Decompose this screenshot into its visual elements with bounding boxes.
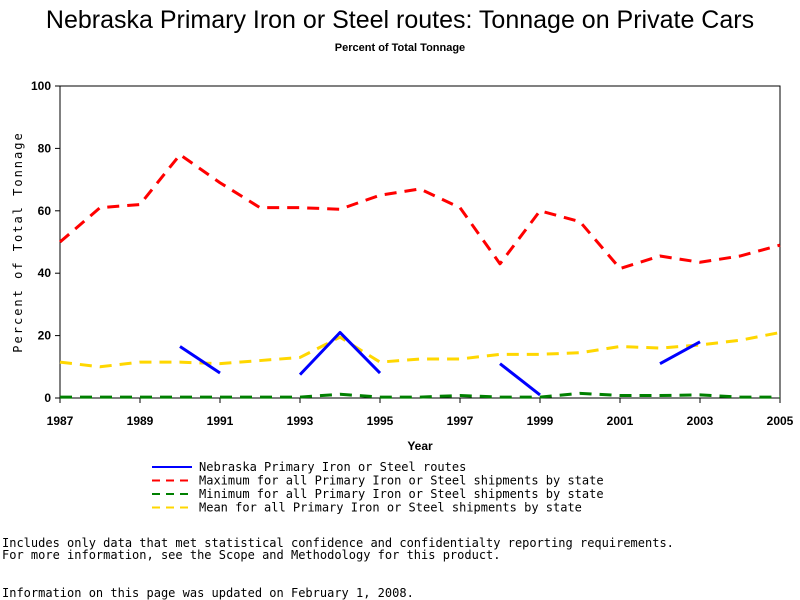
x-tick-label: 1997 xyxy=(447,414,474,428)
y-tick-label: 60 xyxy=(38,204,52,218)
x-tick-label: 1991 xyxy=(207,414,234,428)
x-tick-label: 1999 xyxy=(527,414,554,428)
x-tick-label: 1989 xyxy=(127,414,154,428)
legend-label: Minimum for all Primary Iron or Steel sh… xyxy=(199,487,604,501)
series-line xyxy=(59,331,781,369)
x-tick-label: 1987 xyxy=(47,414,74,428)
legend-label: Maximum for all Primary Iron or Steel sh… xyxy=(199,474,604,488)
series-line xyxy=(298,330,382,376)
x-tick-label: 1995 xyxy=(367,414,394,428)
x-tick-label: 2001 xyxy=(607,414,634,428)
x-axis-label: Year xyxy=(407,439,433,453)
series-2 xyxy=(59,153,781,271)
chart-subtitle: Percent of Total Tonnage xyxy=(334,42,466,54)
y-tick-label: 40 xyxy=(38,266,52,280)
x-tick-label: 1993 xyxy=(287,414,314,428)
series-line xyxy=(659,340,701,365)
series-line xyxy=(499,362,541,397)
series-line xyxy=(179,345,221,375)
legend-label: Nebraska Primary Iron or Steel routes xyxy=(199,460,466,474)
series-layer xyxy=(59,153,781,399)
y-tick-label: 20 xyxy=(38,329,52,343)
series-3 xyxy=(60,391,780,399)
x-tick-label: 2005 xyxy=(767,414,794,428)
note-methodology: For more information, see the Scope and … xyxy=(2,548,501,562)
series-4 xyxy=(59,331,781,369)
legend: Nebraska Primary Iron or Steel routesMax… xyxy=(152,460,604,515)
legend-label: Mean for all Primary Iron or Steel shipm… xyxy=(199,501,582,515)
x-axis: 1987 1989 1991 1993 1995 1997 1999 2001 2003 2005 xyxy=(47,398,794,428)
y-axis: 0 20 40 60 80 100 xyxy=(31,79,60,405)
y-tick-label: 80 xyxy=(38,141,52,155)
series-line xyxy=(59,153,781,271)
chart-title: Nebraska Primary Iron or Steel routes: T… xyxy=(45,6,755,34)
note-updated: Information on this page was updated on … xyxy=(2,586,414,600)
y-tick-label: 100 xyxy=(31,79,51,93)
series-line xyxy=(60,391,780,399)
y-tick-label: 0 xyxy=(44,391,51,405)
y-axis-label: Percent of Total Tonnage xyxy=(11,131,25,352)
series-1 xyxy=(179,330,701,397)
plot-frame xyxy=(59,85,781,399)
x-tick-label: 2003 xyxy=(687,414,714,428)
note-confidence: Includes only data that met statistical … xyxy=(2,536,674,550)
